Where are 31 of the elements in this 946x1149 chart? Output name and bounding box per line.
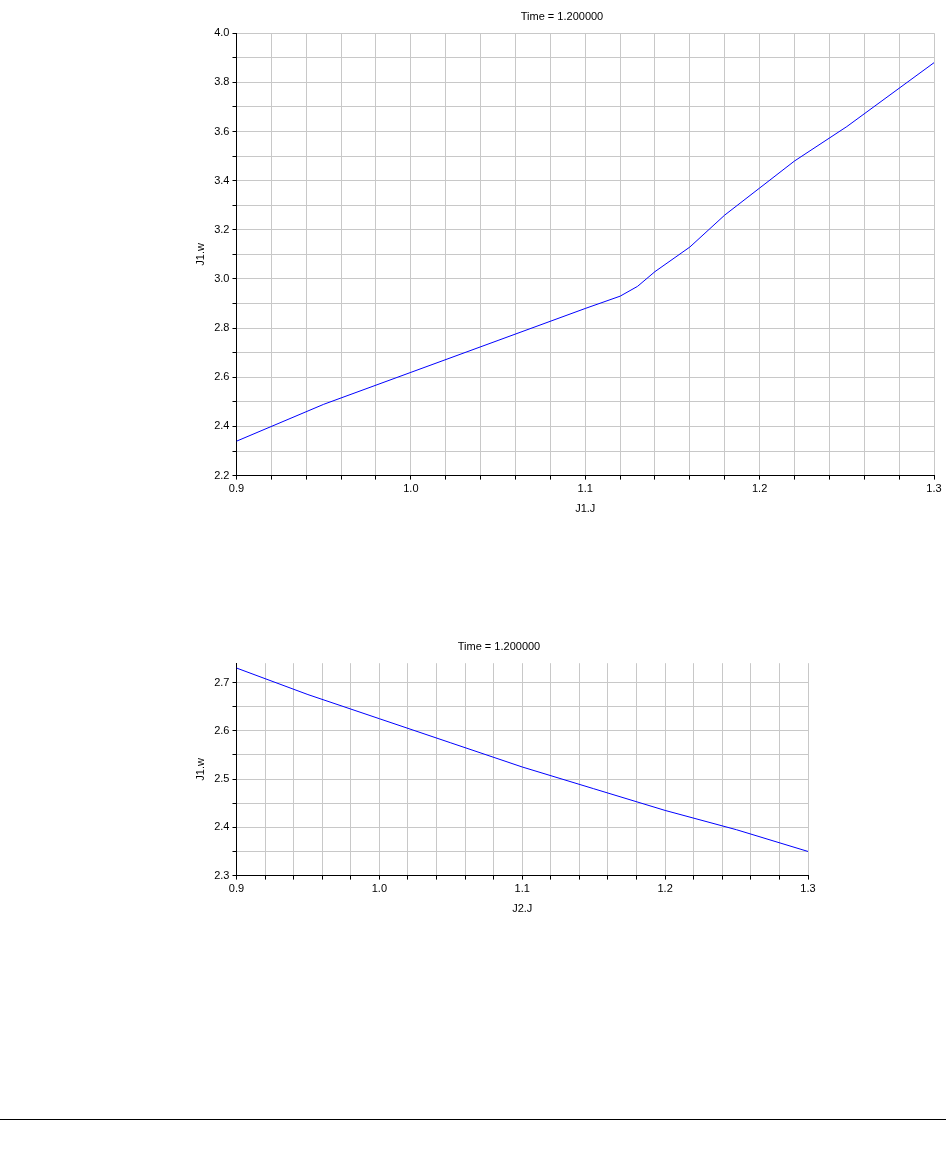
- y-axis-title: J1.w: [193, 243, 206, 266]
- chart-title: Time = 1.200000: [520, 9, 604, 22]
- y-axis-title: J1.w: [193, 758, 206, 781]
- y-tick-label: 3.8: [214, 75, 230, 88]
- chart-title: Time = 1.200000: [457, 639, 541, 652]
- y-tick-label: 2.3: [214, 868, 230, 881]
- y-tick-label: 3.0: [214, 272, 230, 285]
- y-tick-label: 2.5: [214, 772, 230, 785]
- y-tick-label: 2.7: [214, 675, 230, 688]
- x-tick-label: 1.3: [926, 482, 942, 495]
- x-tick-label: 1.2: [657, 882, 673, 895]
- y-tick-label: 2.6: [214, 370, 230, 383]
- y-tick-label: 3.6: [214, 124, 230, 137]
- y-tick-label: 2.4: [214, 419, 230, 432]
- y-tick-label: 3.4: [214, 173, 230, 186]
- y-tick-label: 2.4: [214, 820, 230, 833]
- x-tick-label: 0.9: [228, 882, 245, 895]
- y-tick-label: 3.2: [214, 222, 230, 235]
- y-tick-label: 2.6: [214, 723, 230, 736]
- x-tick-label: 1.1: [577, 482, 593, 495]
- x-tick-label: 1.0: [403, 482, 419, 495]
- x-tick-label: 1.1: [514, 882, 530, 895]
- x-tick-label: 1.0: [371, 882, 388, 895]
- x-axis-title: J2.J: [512, 902, 533, 915]
- y-tick-label: 2.8: [214, 321, 230, 334]
- x-tick-label: 1.2: [751, 482, 768, 495]
- x-axis-title: J1.J: [575, 502, 596, 515]
- x-tick-label: 0.9: [228, 482, 245, 495]
- y-tick-label: 4.0: [214, 26, 230, 39]
- x-tick-label: 1.3: [800, 882, 816, 895]
- y-tick-label: 2.2: [214, 468, 230, 481]
